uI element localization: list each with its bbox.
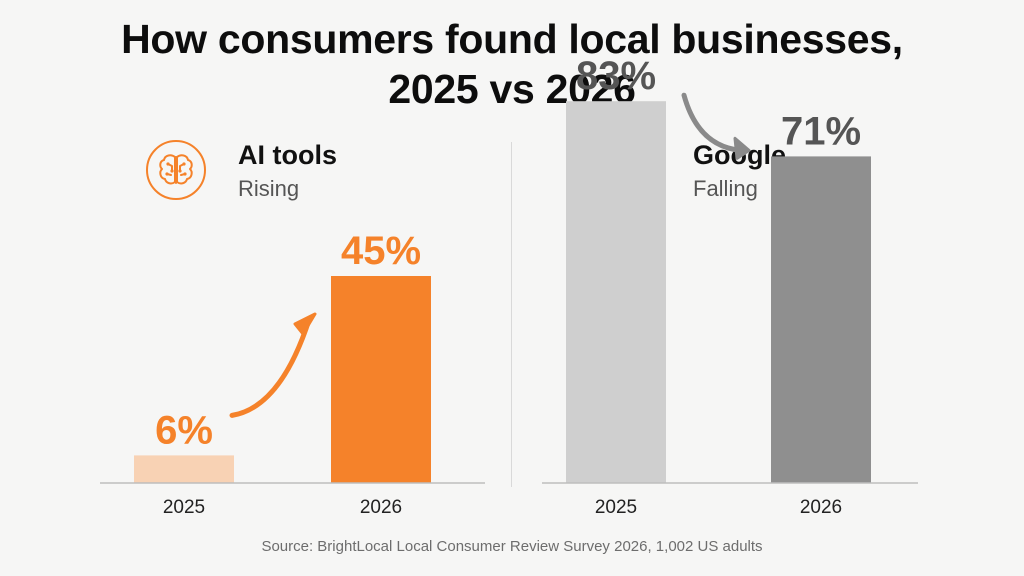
ai-tools-trend-arrow-head [293,312,317,336]
ai-tools-value-label-2026: 45% [341,229,421,273]
ai-tools-bar-2026 [331,276,431,483]
chart-title: How consumers found local businesses, 20… [0,14,1024,114]
source-note: Source: BrightLocal Local Consumer Revie… [261,538,763,555]
google-bar-2026 [771,156,871,483]
ai-tools-value-label-2025: 6% [155,408,213,452]
google-trend-arrow-head [733,136,751,160]
google-bar-2025 [566,101,666,483]
google-subtitle: Falling [693,176,758,201]
google-tick-label-2025: 2025 [595,497,637,518]
brain-icon [146,140,206,200]
chart-title-line-1: How consumers found local businesses, [121,16,903,62]
google-value-label-2025: 83% [576,54,656,98]
google-value-label-2026: 71% [781,109,861,153]
google-tick-label-2026: 2026 [800,497,842,518]
ai-tools-bar-2025 [134,455,234,483]
ai-tools-title: AI tools [238,140,337,170]
panel-divider [511,142,512,487]
ai-tools-tick-label-2025: 2025 [163,497,205,518]
ai-tools-tick-label-2026: 2026 [360,497,402,518]
ai-tools-subtitle: Rising [238,176,300,201]
google-trend-arrow [681,92,744,153]
ai-tools-trend-arrow [229,317,312,418]
